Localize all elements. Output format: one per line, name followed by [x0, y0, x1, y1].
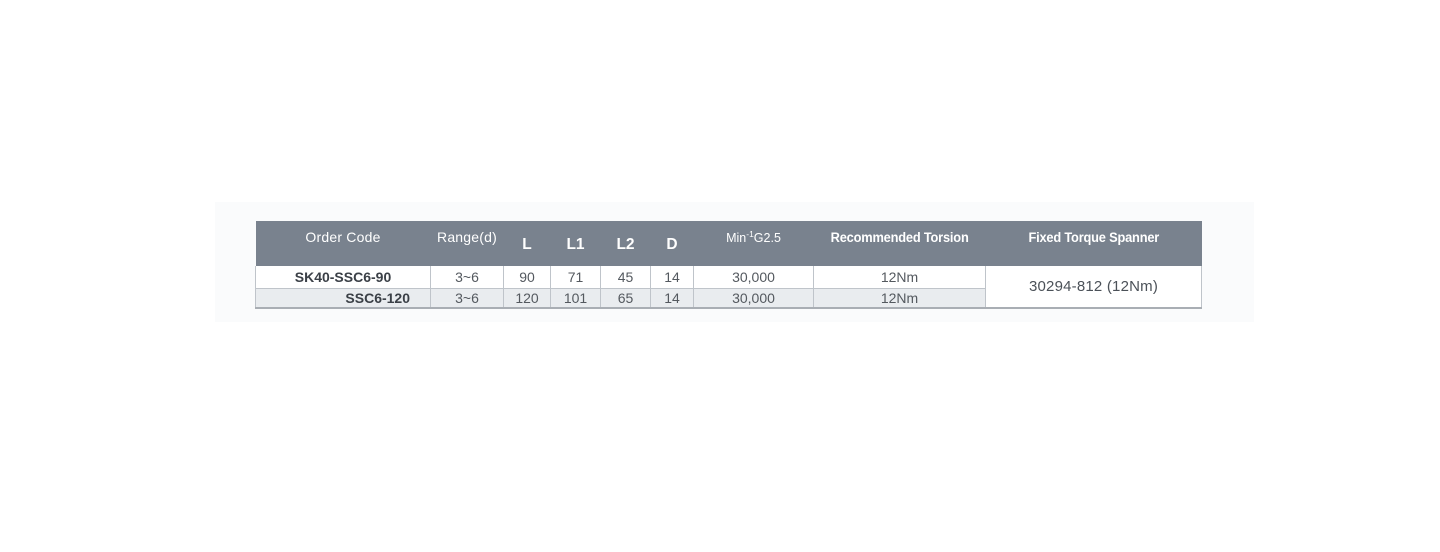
spec-table: Order Code Range(d) L L1 L2 D Min-1G2.5 … [255, 221, 1202, 309]
header-range: Range(d) [430, 221, 504, 266]
header-range-label: Range(d) [437, 228, 497, 245]
header-fixed-torque-spanner-label: Fixed Torque Spanner [1028, 229, 1159, 245]
header-row: Order Code Range(d) L L1 L2 D Min-1G2.5 … [255, 221, 1202, 266]
cell-min: 30,000 [693, 266, 814, 289]
header-recommended-torsion-label: Recommended Torsion [830, 229, 969, 245]
cell-torsion: 12Nm [813, 266, 986, 289]
cell-range: 3~6 [430, 266, 504, 289]
spec-table-container: Order Code Range(d) L L1 L2 D Min-1G2.5 … [255, 221, 1202, 309]
header-order-code: Order Code [255, 221, 431, 266]
cell-l: 90 [503, 266, 551, 289]
cell-l: 120 [503, 287, 551, 309]
header-d: D [650, 221, 694, 266]
cell-d: 14 [650, 266, 694, 289]
cell-l2: 65 [600, 287, 651, 309]
cell-l2: 45 [600, 266, 651, 289]
header-l2: L2 [600, 221, 651, 266]
cell-d: 14 [650, 287, 694, 309]
header-l-label: L [522, 235, 532, 253]
header-min-g25-label: Min-1G2.5 [726, 228, 781, 245]
cell-torsion: 12Nm [813, 287, 986, 309]
cell-range: 3~6 [430, 287, 504, 309]
header-min-g25: Min-1G2.5 [693, 221, 814, 266]
header-recommended-torsion: Recommended Torsion [813, 221, 986, 266]
table-row: SK40-SSC6-90 3~6 90 71 45 14 30,000 12Nm… [255, 266, 1202, 309]
header-l1-label: L1 [566, 235, 585, 253]
header-l1: L1 [550, 221, 601, 266]
header-l2-label: L2 [616, 235, 635, 253]
cell-order-code: SSC6-120 [255, 287, 431, 309]
cell-min: 30,000 [693, 287, 814, 309]
header-d-label: D [666, 235, 678, 253]
header-fixed-torque-spanner: Fixed Torque Spanner [985, 221, 1202, 266]
cell-l1: 101 [550, 287, 601, 309]
header-order-code-label: Order Code [305, 228, 381, 245]
header-l: L [503, 221, 551, 266]
cell-l1: 71 [550, 266, 601, 289]
table-row: SSC6-120 3~6 120 101 65 14 30,000 12Nm [255, 287, 1202, 309]
cell-order-code: SK40-SSC6-90 [255, 266, 431, 289]
cell-fixed-torque-spanner: 30294-812 (12Nm) [985, 266, 1202, 309]
